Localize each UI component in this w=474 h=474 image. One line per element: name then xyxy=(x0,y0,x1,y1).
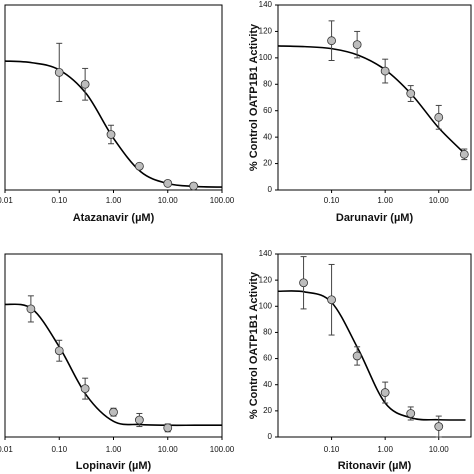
y-tick-label: 0 xyxy=(268,185,273,194)
x-tick-label: 0.01 xyxy=(0,196,13,205)
y-axis-label: % Control OATP1B1 Activity xyxy=(248,23,260,171)
x-tick-label: 100.00 xyxy=(210,445,235,454)
x-tick-label: 10.00 xyxy=(429,196,450,205)
y-tick-label: 140 xyxy=(259,0,273,9)
y-tick-label: 140 xyxy=(259,249,273,258)
y-tick-label: 120 xyxy=(259,27,273,36)
x-axis-label: Ritonavir (µM) xyxy=(338,460,412,472)
y-tick-label: 0 xyxy=(268,432,273,441)
y-tick-label: 120 xyxy=(259,275,273,284)
fit-curve xyxy=(5,60,222,188)
data-point xyxy=(380,66,390,76)
data-point xyxy=(80,79,90,89)
data-point xyxy=(327,295,336,305)
data-point xyxy=(189,181,199,191)
data-point xyxy=(380,388,390,397)
data-point xyxy=(109,407,118,417)
fit-curve xyxy=(278,45,467,155)
data-point xyxy=(327,36,336,46)
x-tick-label: 10.00 xyxy=(158,445,179,454)
data-point xyxy=(54,67,64,77)
x-tick-label: 1.00 xyxy=(106,196,122,205)
data-point xyxy=(406,89,416,98)
x-tick-label: 1.00 xyxy=(377,445,393,454)
x-axis-label: Darunavir (µM) xyxy=(336,212,414,224)
data-point xyxy=(134,161,144,171)
plot-frame xyxy=(4,4,223,191)
y-tick-label: 100 xyxy=(259,301,273,310)
x-tick-label: 10.00 xyxy=(429,445,450,454)
x-tick-label: 0.10 xyxy=(51,445,67,454)
x-axis-label: Atazanavir (µM) xyxy=(73,212,155,224)
data-point xyxy=(106,130,116,139)
data-point xyxy=(299,278,308,288)
data-point xyxy=(26,304,36,314)
data-point xyxy=(352,351,362,361)
y-tick-label: 20 xyxy=(263,406,272,415)
y-tick-label: 40 xyxy=(263,132,272,141)
data-point xyxy=(54,346,64,356)
data-point xyxy=(163,423,173,433)
y-axis-label: % Control OATP1B1 Activity xyxy=(248,271,260,419)
x-tick-label: 100.00 xyxy=(210,196,235,205)
y-tick-label: 60 xyxy=(263,106,272,115)
data-point xyxy=(163,178,173,188)
data-point xyxy=(80,384,90,394)
plot-frame xyxy=(277,4,472,191)
x-tick-label: 0.01 xyxy=(0,445,13,454)
y-tick-label: 80 xyxy=(263,79,272,88)
x-tick-label: 10.00 xyxy=(158,196,179,205)
data-point xyxy=(352,40,362,50)
x-axis-label: Lopinavir (µM) xyxy=(76,460,152,472)
x-tick-label: 0.10 xyxy=(51,196,67,205)
data-point xyxy=(434,422,444,431)
data-point xyxy=(434,112,444,122)
fit-curve xyxy=(5,303,222,427)
plot-frame xyxy=(277,253,472,438)
y-tick-label: 80 xyxy=(263,328,272,337)
x-tick-label: 1.00 xyxy=(377,196,393,205)
y-tick-label: 100 xyxy=(259,53,273,62)
x-tick-label: 1.00 xyxy=(106,445,122,454)
x-tick-label: 0.10 xyxy=(324,445,340,454)
y-tick-label: 20 xyxy=(263,159,272,168)
y-tick-label: 40 xyxy=(263,380,272,389)
fit-curve xyxy=(278,290,466,421)
data-point xyxy=(406,409,416,418)
data-point xyxy=(459,149,469,159)
data-point xyxy=(134,415,144,425)
y-tick-label: 60 xyxy=(263,354,272,363)
x-tick-label: 0.10 xyxy=(324,196,340,205)
